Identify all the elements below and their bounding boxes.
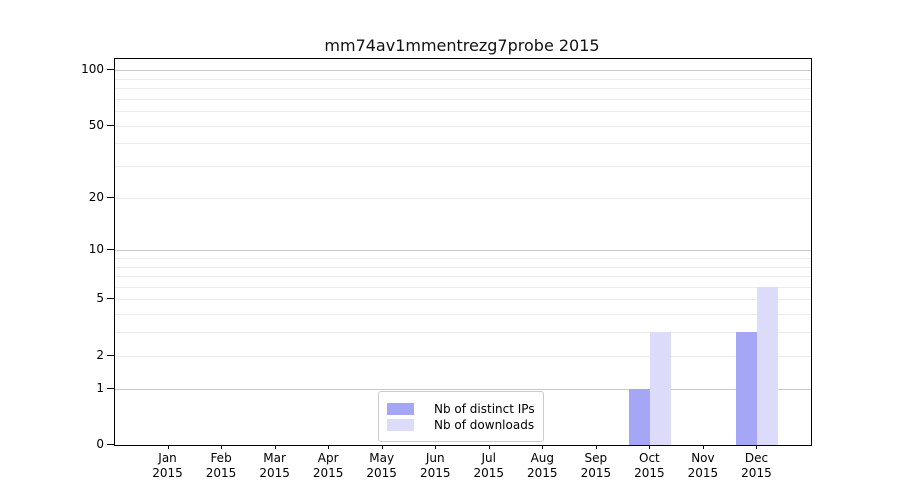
year-label: 2015 (687, 466, 719, 480)
y-tick-label: 50 (88, 117, 104, 132)
y-tick-label: 100 (81, 62, 104, 77)
month-label: Jun (425, 451, 445, 465)
month-label: May (369, 451, 395, 465)
x-tick-label-jan: Jan 2015 (138, 451, 198, 481)
y-tick-mark (107, 249, 114, 251)
x-tick-label-dec: Dec 2015 (726, 451, 786, 481)
minor-gridline (115, 143, 811, 145)
x-tick-mark (488, 445, 490, 449)
month-label: Oct (639, 451, 660, 465)
minor-gridline (115, 166, 811, 168)
x-tick-label-jun: Jun 2015 (405, 451, 465, 481)
major-gridline (115, 250, 811, 252)
y-tick-mark (107, 387, 114, 389)
month-label: Jul (481, 451, 496, 465)
month-label: Aug (530, 451, 555, 465)
y-tick-mark (107, 444, 114, 445)
legend-swatch-downloads (387, 418, 414, 431)
year-label: 2015 (312, 466, 344, 480)
x-tick-mark (328, 445, 330, 449)
year-label: 2015 (741, 466, 772, 480)
year-label: 2015 (634, 466, 665, 480)
month-label: Mar (263, 451, 286, 465)
y-tick-mark (107, 196, 114, 198)
y-tick-mark (107, 354, 114, 356)
bar-dec-downloads (757, 286, 779, 445)
major-gridline (115, 197, 811, 199)
x-tick-label-feb: Feb 2015 (191, 451, 251, 481)
year-label: 2015 (259, 466, 290, 480)
x-tick-label-oct: Oct 2015 (619, 451, 679, 481)
y-tick-mark (107, 124, 114, 126)
y-tick-label: 20 (88, 189, 104, 204)
x-tick-label-aug: Aug 2015 (512, 451, 572, 481)
minor-gridline (115, 111, 811, 113)
month-label: Jan (158, 451, 177, 465)
y-tick-mark (107, 298, 114, 300)
minor-gridline (115, 266, 811, 268)
major-gridline (115, 125, 811, 127)
legend-label-downloads: Nb of downloads (434, 417, 535, 432)
x-tick-mark (435, 445, 437, 449)
year-label: 2015 (419, 466, 451, 480)
x-tick-label-jul: Jul 2015 (459, 451, 519, 481)
legend-entry-downloads: Nb of downloads (387, 417, 535, 432)
major-gridline (115, 70, 811, 72)
x-tick-mark (595, 445, 597, 449)
bar-oct-distinct-ips (629, 388, 651, 445)
chart-title: mm74av1mmentrezg7probe 2015 (324, 36, 600, 55)
legend-entry-distinct-ips: Nb of distinct IPs (387, 401, 535, 416)
year-label: 2015 (527, 466, 558, 480)
minor-gridline (115, 258, 811, 259)
year-label: 2015 (205, 466, 237, 480)
x-tick-mark (381, 445, 383, 449)
major-gridline (115, 388, 811, 390)
y-tick-label: 10 (88, 242, 104, 257)
minor-gridline (115, 332, 811, 334)
x-tick-mark (167, 445, 169, 449)
minor-gridline (115, 314, 811, 316)
x-tick-label-may: May 2015 (352, 451, 412, 481)
x-tick-label-nov: Nov 2015 (673, 451, 733, 481)
major-gridline (115, 355, 811, 357)
bar-dec-distinct-ips (736, 332, 758, 445)
plot-area (114, 58, 812, 446)
year-label: 2015 (473, 466, 505, 480)
major-gridline (115, 299, 811, 301)
year-label: 2015 (580, 466, 612, 480)
minor-gridline (115, 276, 811, 278)
bar-oct-downloads (650, 332, 672, 445)
x-tick-label-sep: Sep 2015 (566, 451, 626, 481)
y-tick-label: 1 (96, 380, 104, 395)
month-label: Nov (691, 451, 715, 465)
x-tick-mark (756, 445, 758, 449)
x-tick-mark (274, 445, 276, 449)
x-tick-mark (649, 445, 651, 449)
x-tick-label-mar: Mar 2015 (245, 451, 305, 481)
y-tick-label: 5 (96, 291, 104, 306)
minor-gridline (115, 98, 811, 100)
x-tick-mark (542, 445, 544, 449)
minor-gridline (115, 88, 811, 90)
month-label: Sep (584, 451, 608, 465)
y-tick-label: 0 (96, 437, 104, 451)
x-tick-mark (702, 445, 704, 449)
month-label: Apr (317, 451, 339, 465)
legend: Nb of distinct IPs Nb of downloads (378, 391, 544, 442)
year-label: 2015 (366, 466, 397, 480)
minor-gridline (115, 286, 811, 288)
minor-gridline (115, 78, 811, 80)
y-tick-mark (107, 69, 114, 71)
x-tick-label-apr: Apr 2015 (298, 451, 358, 481)
legend-swatch-distinct-ips (387, 402, 414, 415)
month-label: Dec (744, 451, 769, 465)
legend-label-distinct-ips: Nb of distinct IPs (434, 401, 535, 416)
year-label: 2015 (152, 466, 183, 480)
x-tick-mark (221, 445, 223, 449)
month-label: Feb (210, 451, 232, 465)
y-tick-label: 2 (96, 347, 104, 362)
